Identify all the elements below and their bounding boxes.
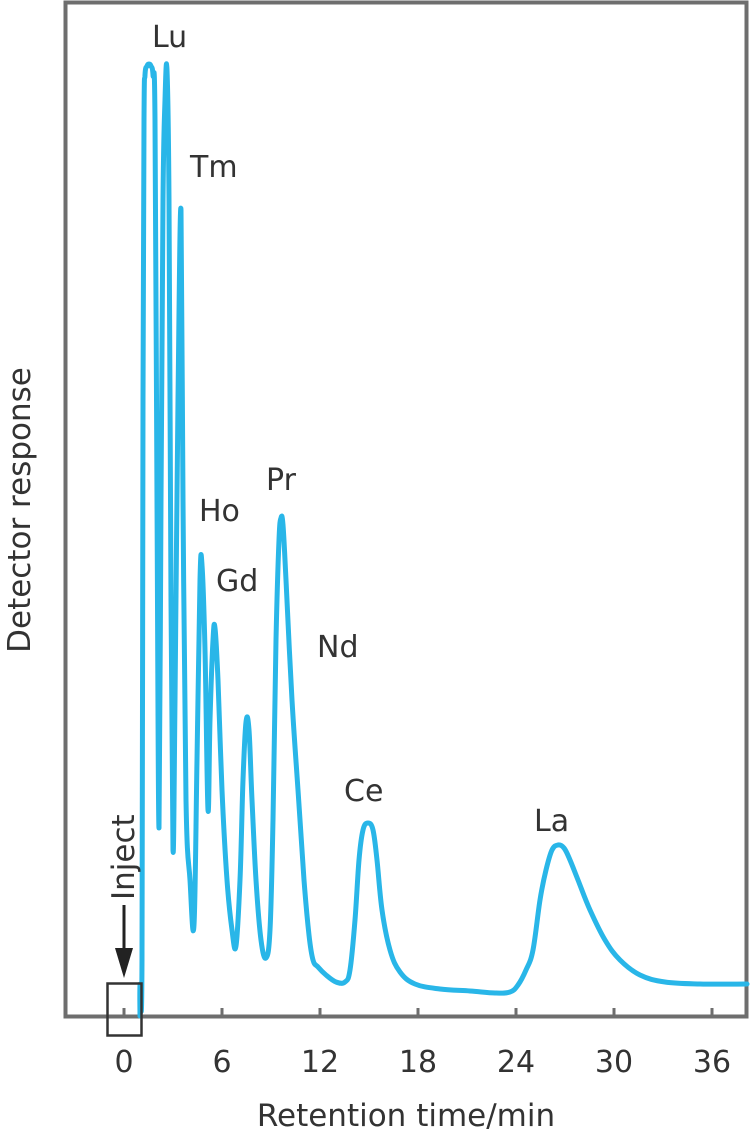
x-axis-ticks bbox=[122, 1008, 714, 1016]
x-axis-tick-labels: 0 6 12 18 24 30 36 bbox=[114, 1045, 731, 1080]
chromatogram-trace bbox=[137, 61, 750, 1019]
tick-label-30: 30 bbox=[595, 1045, 633, 1080]
peak-label-lu: Lu bbox=[152, 20, 187, 55]
inject-arrow-head bbox=[115, 948, 133, 978]
tick-label-6: 6 bbox=[212, 1045, 231, 1080]
peak-labels: Lu Tm Ho Gd Pr Nd Ce La bbox=[152, 20, 569, 839]
peak-label-gd: Gd bbox=[216, 564, 258, 599]
plot-frame bbox=[63, 0, 749, 1019]
peak-label-pr: Pr bbox=[266, 463, 297, 498]
tick-label-36: 36 bbox=[693, 1045, 731, 1080]
inject-marker: Inject bbox=[106, 814, 143, 1037]
inject-label: Inject bbox=[106, 814, 142, 900]
peak-label-ho: Ho bbox=[199, 494, 240, 529]
x-axis-title: Retention time/min bbox=[257, 1098, 555, 1134]
peak-label-la: La bbox=[534, 804, 569, 839]
peak-label-tm: Tm bbox=[189, 150, 238, 185]
tick-label-24: 24 bbox=[497, 1045, 535, 1080]
tick-label-18: 18 bbox=[399, 1045, 437, 1080]
peak-label-nd: Nd bbox=[317, 630, 358, 665]
inject-box bbox=[106, 982, 143, 1037]
tick-label-0: 0 bbox=[114, 1045, 133, 1080]
tick-label-12: 12 bbox=[301, 1045, 339, 1080]
peak-label-ce: Ce bbox=[344, 774, 383, 809]
y-axis-title: Detector response bbox=[2, 367, 38, 653]
